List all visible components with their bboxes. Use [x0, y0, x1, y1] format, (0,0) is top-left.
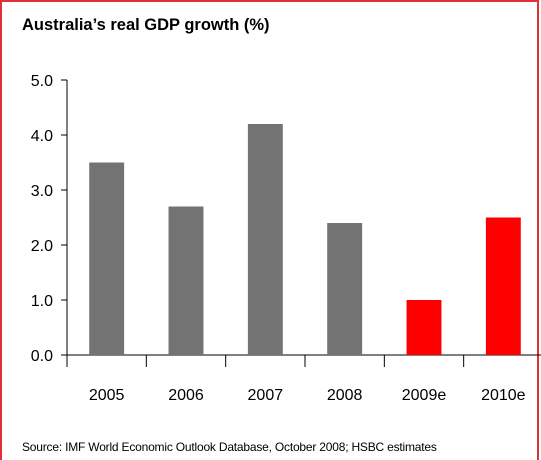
- chart-title: Australia’s real GDP growth (%): [22, 16, 270, 34]
- y-tick-label: 5.0: [31, 73, 53, 90]
- y-tick-label: 0.0: [31, 348, 53, 365]
- source-note: Source: IMF World Economic Outlook Datab…: [22, 440, 437, 454]
- x-tick-label: 2009e: [402, 387, 447, 404]
- x-tick-label: 2005: [89, 387, 125, 404]
- bars: [89, 124, 521, 355]
- y-tick-label: 4.0: [31, 128, 53, 145]
- y-axis: 0.0 1.0 2.0 3.0 4.0 5.0: [31, 73, 68, 365]
- y-tick-label: 2.0: [31, 238, 53, 255]
- bar-2010e: [485, 217, 521, 355]
- bar-2006: [168, 206, 204, 355]
- x-tick-label: 2006: [168, 387, 204, 404]
- bar-2007: [247, 124, 283, 355]
- x-tick-label: 2008: [327, 387, 363, 404]
- y-tick-label: 1.0: [31, 293, 53, 310]
- y-tick-label: 3.0: [31, 183, 53, 200]
- x-tick-label: 2007: [248, 387, 284, 404]
- bar-2009e: [406, 300, 442, 355]
- bar-2008: [327, 223, 363, 355]
- bar-2005: [89, 162, 125, 355]
- x-tick-label: 2010e: [481, 387, 526, 404]
- x-axis: 2005 2006 2007 2008 2009e 2010e: [66, 354, 541, 404]
